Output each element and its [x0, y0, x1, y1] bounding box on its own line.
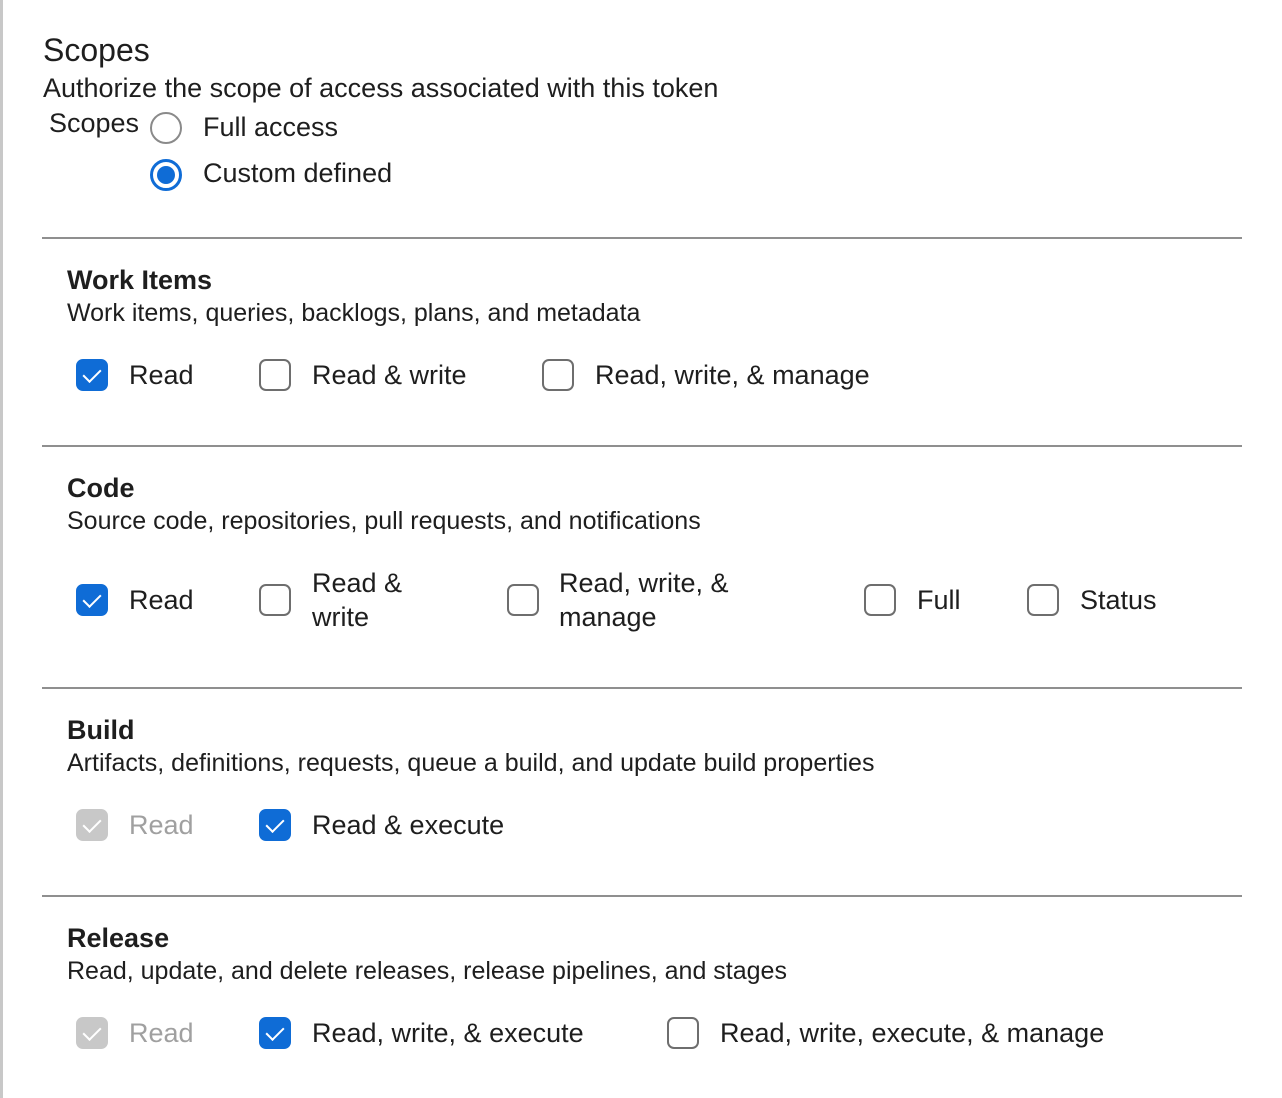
label-code-read[interactable]: Read — [129, 585, 194, 615]
checkbox-build-read — [76, 809, 108, 841]
label-release-read-write-execute[interactable]: Read, write, & execute — [312, 1018, 584, 1048]
label-build-read-execute[interactable]: Read & execute — [312, 810, 505, 840]
checkbox-code-read-write[interactable] — [259, 584, 291, 616]
label-work-items-read[interactable]: Read — [129, 360, 194, 390]
divider — [42, 687, 1242, 689]
label-code-read-write[interactable]: Read & write — [312, 568, 403, 632]
section-title-work-items: Work Items — [67, 265, 213, 295]
section-title-release: Release — [67, 923, 170, 953]
section-desc-work-items: Work items, queries, backlogs, plans, an… — [67, 299, 641, 327]
label-release-read: Read — [129, 1018, 194, 1048]
label-code-full[interactable]: Full — [917, 585, 961, 615]
section-desc-code: Source code, repositories, pull requests… — [67, 507, 701, 535]
checkbox-release-read-write-execute[interactable] — [259, 1017, 291, 1049]
label-release-manage[interactable]: Read, write, execute, & manage — [720, 1018, 1105, 1048]
label-work-items-read-write[interactable]: Read & write — [312, 360, 467, 390]
checkbox-work-items-read-write[interactable] — [259, 359, 291, 391]
left-border — [0, 0, 3, 1098]
label-code-manage[interactable]: Read, write, & manage — [559, 568, 729, 632]
checkbox-code-read[interactable] — [76, 584, 108, 616]
section-title-code: Code — [67, 473, 135, 503]
checkbox-code-status[interactable] — [1027, 584, 1059, 616]
radio-full-access-label[interactable]: Full access — [203, 112, 339, 142]
radio-full-access[interactable] — [150, 112, 182, 144]
section-title-build: Build — [67, 715, 135, 745]
section-desc-build: Artifacts, definitions, requests, queue … — [67, 749, 875, 777]
radio-custom-defined-label[interactable]: Custom defined — [203, 158, 393, 188]
label-code-status[interactable]: Status — [1080, 585, 1157, 615]
divider — [42, 895, 1242, 897]
checkbox-work-items-manage[interactable] — [542, 359, 574, 391]
page-subtitle: Authorize the scope of access associated… — [43, 73, 719, 103]
checkbox-release-manage[interactable] — [667, 1017, 699, 1049]
checkbox-build-read-execute[interactable] — [259, 809, 291, 841]
checkbox-release-read — [76, 1017, 108, 1049]
divider — [42, 445, 1242, 447]
divider — [42, 237, 1242, 239]
checkbox-code-manage[interactable] — [507, 584, 539, 616]
page-title: Scopes — [43, 32, 150, 68]
checkbox-code-full[interactable] — [864, 584, 896, 616]
section-desc-release: Read, update, and delete releases, relea… — [67, 957, 787, 985]
checkbox-work-items-read[interactable] — [76, 359, 108, 391]
scopes-label: Scopes — [49, 108, 140, 138]
radio-custom-defined[interactable] — [150, 159, 182, 191]
label-build-read: Read — [129, 810, 194, 840]
label-work-items-manage[interactable]: Read, write, & manage — [595, 360, 870, 390]
